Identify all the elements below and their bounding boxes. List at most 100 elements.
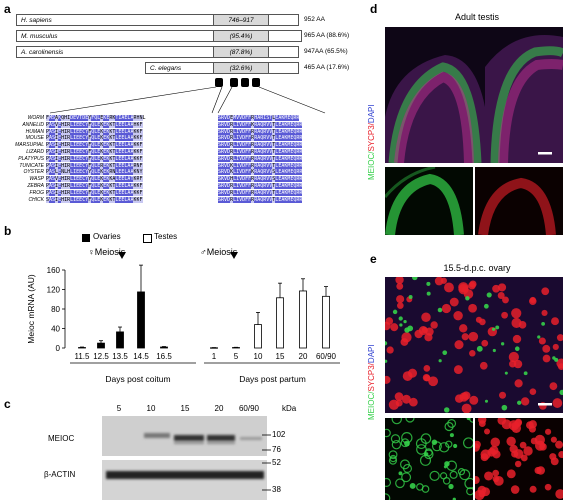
cell bbox=[476, 345, 483, 352]
marker-label: 38 bbox=[272, 485, 281, 494]
alignment-species-label: ANNELID bbox=[22, 121, 44, 128]
marker-ticks bbox=[262, 434, 271, 491]
lane-label: 10 bbox=[146, 404, 156, 413]
cell bbox=[478, 420, 486, 428]
marker-label: 76 bbox=[272, 445, 281, 454]
cell bbox=[514, 460, 522, 468]
label-meioc: MEIOC/ bbox=[367, 151, 376, 180]
cell bbox=[529, 297, 537, 306]
cell bbox=[499, 391, 507, 399]
y-tick-label: 160 bbox=[47, 266, 61, 275]
cell bbox=[459, 324, 468, 333]
cell bbox=[457, 468, 466, 476]
alignment-sequence-row: SRVDRLIVDFFKRAQRVVTLEAKMEQRR bbox=[218, 121, 303, 128]
cell bbox=[481, 339, 489, 347]
cell bbox=[395, 399, 403, 407]
x-tick-label: 11.5 bbox=[75, 352, 91, 361]
cell bbox=[559, 389, 563, 396]
cell bbox=[484, 428, 491, 435]
cell bbox=[489, 445, 499, 455]
testis-merge-image bbox=[385, 27, 563, 163]
cell bbox=[416, 483, 424, 491]
cell bbox=[448, 483, 454, 490]
bar bbox=[299, 290, 307, 349]
actin-row-label: β-ACTIN bbox=[44, 470, 76, 479]
label-sycp3: SYCP3/ bbox=[367, 123, 376, 152]
testis-red-image bbox=[475, 167, 563, 235]
cell bbox=[438, 359, 442, 363]
cell bbox=[402, 371, 413, 381]
cell bbox=[468, 303, 477, 313]
cell bbox=[469, 350, 476, 357]
alignment-sequence-row: PASIEHIRLIEECYFQLEKEKKTLEELAAKKF bbox=[46, 155, 143, 162]
cell bbox=[431, 439, 438, 445]
cell bbox=[506, 436, 516, 447]
cell bbox=[558, 451, 563, 459]
cell bbox=[420, 433, 432, 444]
cell bbox=[391, 418, 403, 425]
alignment-species-label: PLATYPUS bbox=[18, 155, 44, 162]
domain-box bbox=[252, 78, 260, 87]
alignment-sequence-row: PASIEHIRLIEECYFQLEKEKKTLEELAAKKF bbox=[46, 142, 143, 149]
cell bbox=[388, 450, 398, 460]
cell bbox=[541, 309, 548, 317]
bar bbox=[97, 342, 105, 349]
cell bbox=[403, 319, 407, 324]
ovary-green-image bbox=[385, 418, 473, 500]
x-tick-label: 20 bbox=[299, 352, 308, 361]
alignment-species-label: CHICK bbox=[28, 196, 44, 203]
cell bbox=[555, 489, 563, 499]
cell bbox=[492, 469, 500, 477]
cell bbox=[552, 343, 559, 351]
cell bbox=[401, 394, 411, 404]
cell bbox=[465, 296, 470, 301]
cell bbox=[552, 398, 563, 408]
cell bbox=[509, 360, 517, 368]
alignment-sequence-row: PASIEHIRLIEECYFQLEKEKKTLEELAAKKF bbox=[46, 128, 143, 135]
cell bbox=[453, 443, 458, 449]
cell bbox=[469, 395, 479, 405]
cell bbox=[514, 419, 522, 428]
cell bbox=[437, 307, 443, 313]
cell bbox=[449, 470, 458, 479]
alignment-sequence-row: PASIEHIRLIEECYFQLEREKKTLEELAARNF bbox=[46, 162, 143, 169]
legend-testes-swatch bbox=[143, 234, 152, 243]
cell bbox=[429, 470, 440, 482]
label-sycp3: SYCP3/ bbox=[367, 363, 376, 392]
panel-b-letter: b bbox=[4, 224, 12, 238]
cell bbox=[475, 443, 480, 452]
cell bbox=[555, 440, 563, 449]
lane-label: 15 bbox=[180, 404, 190, 413]
testis-green-image bbox=[385, 167, 473, 235]
cell bbox=[404, 440, 410, 447]
cell bbox=[550, 436, 557, 443]
alignment-sequence-row: SRVDRLIVDFFRRAQRVVTLEAKMEQRR bbox=[218, 142, 303, 149]
cell bbox=[426, 281, 431, 286]
cell bbox=[443, 465, 447, 469]
alignment-sequence-row: PASIEHIRLIEECYFQLEKEKKTLEELAAKKF bbox=[46, 183, 143, 189]
alignment-sequence-row: PASIEHIRLIEECYFQLEKEKKTLEELAAKKF bbox=[46, 149, 143, 155]
cell bbox=[385, 375, 391, 384]
bar bbox=[160, 346, 168, 349]
panel-a-letter: a bbox=[4, 2, 11, 16]
cell bbox=[542, 354, 551, 363]
cell bbox=[454, 340, 464, 350]
protein-segment: (87.8%) bbox=[213, 46, 269, 58]
cell bbox=[514, 346, 520, 352]
cell bbox=[398, 471, 403, 476]
cell bbox=[506, 469, 516, 479]
panel-c-letter: c bbox=[4, 397, 11, 411]
cell bbox=[523, 446, 533, 456]
cell bbox=[490, 437, 501, 448]
alignment-sequence-row: PASLENLHLIEECYYQLEKEKRNLEELAAKNY bbox=[46, 169, 143, 176]
x-tick-label: 1 bbox=[212, 352, 217, 361]
cell bbox=[409, 482, 416, 489]
panel-e-letter: e bbox=[370, 252, 377, 266]
cell bbox=[462, 437, 473, 449]
cell bbox=[396, 295, 405, 304]
cell bbox=[545, 428, 552, 435]
panel-d-title: Adult testis bbox=[454, 12, 500, 22]
cell bbox=[517, 400, 522, 405]
kda-label: kDa bbox=[282, 404, 297, 413]
cell bbox=[421, 312, 431, 323]
